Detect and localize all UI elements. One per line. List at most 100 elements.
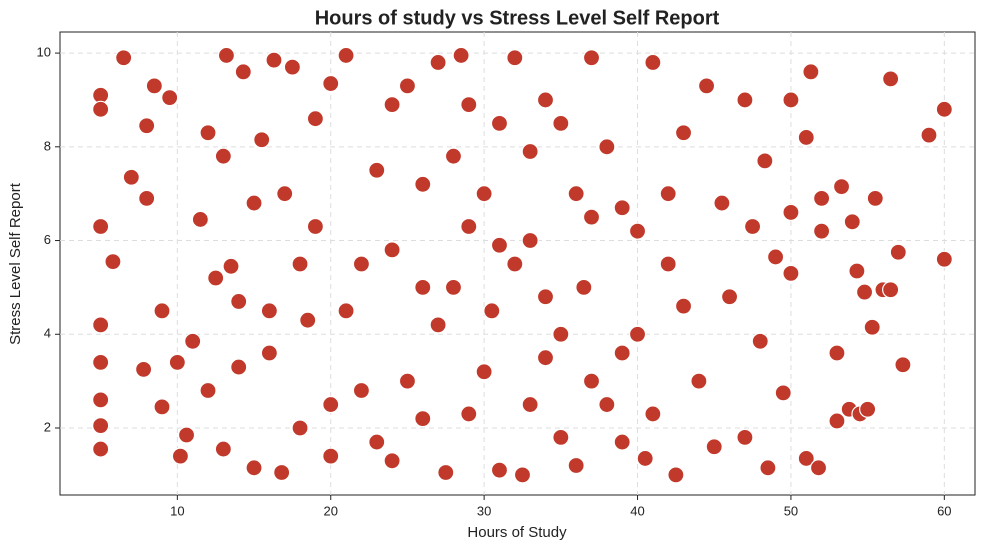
point	[230, 358, 248, 376]
point	[690, 372, 708, 390]
point	[276, 185, 294, 203]
point	[567, 456, 585, 475]
point	[736, 91, 754, 109]
point	[92, 391, 110, 409]
y-tick-label: 10	[37, 45, 51, 60]
point	[552, 325, 570, 343]
point	[217, 46, 236, 65]
point	[490, 236, 509, 254]
point	[475, 363, 493, 381]
y-tick-label: 6	[44, 232, 51, 247]
y-tick-label: 2	[44, 419, 51, 434]
point	[460, 217, 478, 236]
point	[797, 449, 815, 468]
plot-frame	[59, 31, 976, 496]
point	[322, 447, 340, 465]
point	[214, 147, 232, 165]
y-tick-label: 8	[44, 138, 51, 153]
point	[184, 332, 202, 350]
point	[337, 302, 355, 320]
point	[414, 175, 432, 193]
point	[521, 231, 539, 250]
point	[644, 405, 662, 423]
point	[306, 110, 325, 128]
point	[582, 49, 601, 67]
point	[291, 419, 309, 437]
point	[613, 433, 631, 451]
point	[828, 344, 846, 362]
point	[736, 428, 754, 446]
point	[92, 316, 110, 334]
point	[460, 405, 478, 423]
point	[161, 89, 179, 107]
point	[368, 161, 386, 179]
point	[582, 208, 601, 226]
point	[782, 264, 800, 282]
point	[506, 49, 524, 67]
point	[322, 395, 340, 414]
point	[352, 381, 371, 400]
point	[720, 288, 739, 306]
point	[92, 100, 110, 118]
point	[782, 91, 800, 109]
point	[92, 417, 110, 435]
point	[383, 96, 401, 114]
point	[490, 461, 509, 479]
point	[882, 281, 900, 299]
point	[253, 131, 271, 149]
point	[743, 217, 762, 236]
point	[92, 440, 110, 458]
point	[843, 213, 861, 231]
point	[809, 459, 828, 477]
point	[260, 344, 278, 362]
point	[506, 255, 524, 273]
point	[265, 51, 283, 69]
point	[513, 466, 532, 484]
point	[797, 128, 815, 147]
point	[536, 288, 555, 306]
point	[245, 459, 263, 477]
point	[659, 185, 677, 203]
point	[135, 360, 153, 379]
point	[283, 58, 301, 76]
point	[483, 302, 501, 320]
point	[894, 356, 912, 374]
point	[191, 210, 209, 229]
point	[863, 318, 881, 336]
point	[490, 114, 509, 132]
y-axis-label: Stress Level Self Report	[7, 182, 24, 345]
x-tick-label: 30	[477, 503, 491, 518]
point	[122, 168, 140, 186]
point	[352, 255, 371, 273]
point	[855, 283, 874, 301]
point	[552, 428, 570, 446]
point	[782, 203, 800, 222]
point	[598, 395, 616, 414]
point	[935, 100, 953, 118]
point	[705, 438, 723, 456]
point	[575, 278, 593, 296]
point	[848, 262, 866, 280]
y-tick-label: 4	[44, 326, 51, 341]
point	[230, 292, 248, 311]
point	[552, 114, 570, 132]
point	[383, 452, 401, 470]
point	[582, 372, 601, 390]
point	[444, 147, 463, 165]
point	[628, 222, 647, 240]
point	[859, 400, 877, 418]
point	[713, 194, 731, 212]
point	[521, 395, 539, 414]
point	[214, 440, 232, 458]
point	[414, 278, 432, 296]
point	[636, 449, 654, 468]
point	[628, 325, 647, 343]
point	[92, 217, 110, 236]
point	[115, 49, 133, 67]
point	[766, 248, 785, 266]
point	[598, 138, 616, 156]
point	[337, 46, 355, 65]
point	[383, 241, 401, 259]
point	[234, 63, 252, 81]
